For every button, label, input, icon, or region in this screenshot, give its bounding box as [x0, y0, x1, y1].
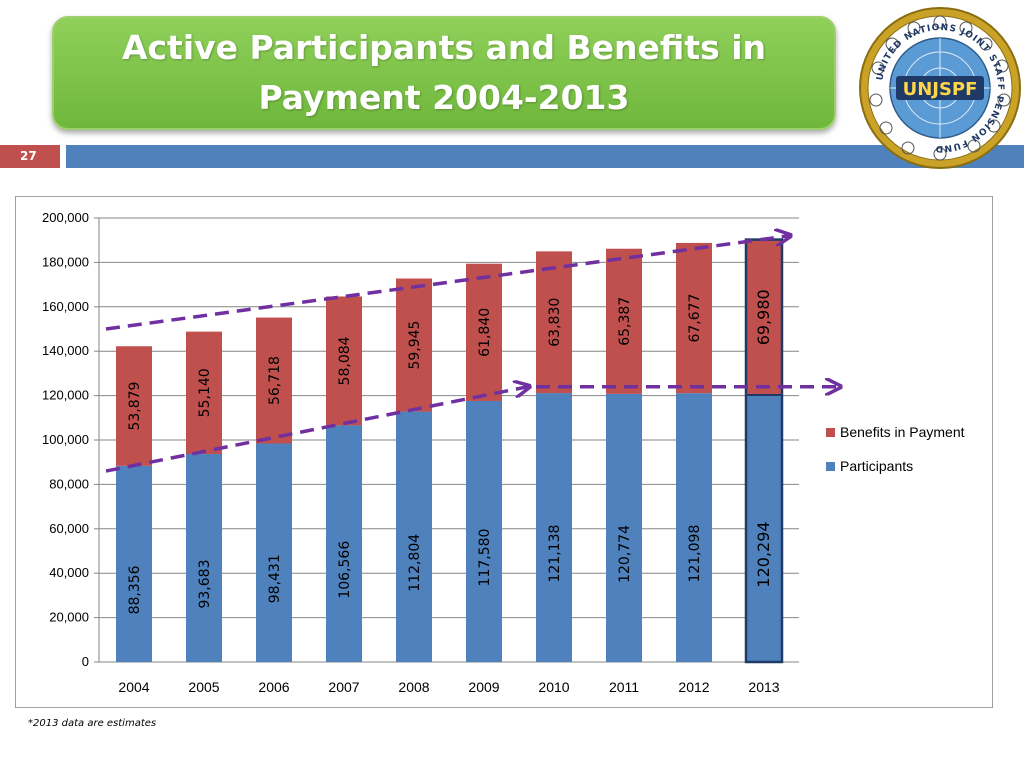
bar-participants: [676, 393, 712, 662]
data-label-benefits: 53,879: [127, 382, 143, 431]
data-label-participants: 112,804: [407, 534, 423, 592]
data-label-participants: 120,774: [617, 525, 633, 583]
data-label-participants: 121,138: [547, 525, 563, 583]
data-label-participants: 121,098: [687, 525, 703, 583]
bar-participants: [116, 465, 152, 662]
data-label-benefits: 63,830: [547, 298, 563, 347]
x-tick-label: 2010: [538, 679, 569, 695]
bar-participants: [606, 393, 642, 662]
x-tick-label: 2006: [258, 679, 289, 695]
bar-benefits: [676, 242, 712, 394]
bar-benefits: [396, 278, 432, 412]
chart-frame: 0 20,000 40,000 60,000 80,000 100,000 120,000 1…: [15, 196, 993, 708]
data-label-participants: 117,580: [477, 529, 493, 587]
data-label-benefits: 61,840: [477, 308, 493, 357]
x-tick-label: 2005: [188, 679, 219, 695]
svg-text:UNJSPF: UNJSPF: [903, 79, 978, 100]
y-tick-label: 200,000: [42, 210, 89, 225]
bar-participants: [326, 425, 362, 662]
x-tick-label: 2004: [118, 679, 149, 695]
y-tick-label: 60,000: [49, 521, 89, 536]
bar-benefits: [466, 263, 502, 401]
data-label-benefits: 55,140: [197, 368, 213, 417]
data-label-benefits: 65,387: [617, 297, 633, 346]
title-box: Active Participants and Benefits in Paym…: [52, 16, 836, 130]
y-tick-label: 80,000: [49, 476, 89, 491]
header-bar: [66, 145, 1024, 168]
slide-number: 27: [0, 145, 60, 168]
data-label-benefits: 58,084: [337, 336, 353, 385]
bar-benefits: [536, 251, 572, 394]
y-tick-label: 20,000: [49, 610, 89, 625]
bar-participants: [396, 411, 432, 662]
legend-label-benefits: Benefits in Payment: [840, 424, 965, 440]
y-tick-label: 40,000: [49, 565, 89, 580]
data-label-benefits: 59,945: [407, 321, 423, 370]
bar-benefits: [186, 331, 222, 455]
data-label-participants: 88,356: [127, 565, 143, 614]
data-label-participants: 106,566: [337, 541, 353, 599]
data-label-participants: 120,294: [754, 521, 773, 587]
legend-swatch-participants: [826, 462, 835, 471]
bar-benefits: [116, 346, 152, 466]
stacked-bar-chart: 0 20,000 40,000 60,000 80,000 100,000 120,000 1…: [42, 210, 965, 695]
y-tick-label: 180,000: [42, 254, 89, 269]
trend-arrow-participants: [105, 387, 528, 473]
data-label-benefits: 56,718: [267, 356, 283, 405]
bar-participants: [466, 400, 502, 662]
y-tick-label: 120,000: [42, 388, 89, 403]
bar-participants: [536, 393, 572, 662]
x-tick-label: 2011: [609, 679, 639, 695]
bar-participants: [256, 443, 292, 662]
data-label-participants: 93,683: [197, 560, 213, 609]
legend-swatch-benefits: [826, 428, 835, 437]
data-label-benefits: 67,677: [687, 294, 703, 343]
data-label-participants: 98,431: [267, 554, 283, 603]
trend-arrow-total: [105, 236, 789, 331]
footnote: *2013 data are estimates: [28, 718, 157, 729]
y-tick-label: 160,000: [42, 299, 89, 314]
bar-benefits: [256, 317, 292, 444]
bar-participants: [746, 394, 782, 662]
x-tick-label: 2008: [398, 679, 429, 695]
data-label-benefits: 69,980: [754, 289, 773, 345]
legend-label-participants: Participants: [840, 458, 913, 474]
x-tick-label: 2012: [678, 679, 709, 695]
bar-benefits: [606, 248, 642, 394]
bar-benefits: [746, 239, 782, 395]
x-tick-label: 2007: [328, 679, 359, 695]
unjspf-logo: UNITED NATIONS JOINT STAFF PENSION FUND …: [859, 7, 1021, 169]
y-tick-label: 140,000: [42, 343, 89, 358]
y-tick-label: 0: [82, 654, 89, 669]
y-tick-label: 100,000: [42, 432, 89, 447]
x-tick-label: 2009: [468, 679, 499, 695]
page-title: Active Participants and Benefits in Paym…: [121, 28, 767, 117]
bar-benefits: [326, 296, 362, 426]
bar-participants: [186, 454, 222, 662]
x-tick-label: 2013: [748, 679, 779, 695]
